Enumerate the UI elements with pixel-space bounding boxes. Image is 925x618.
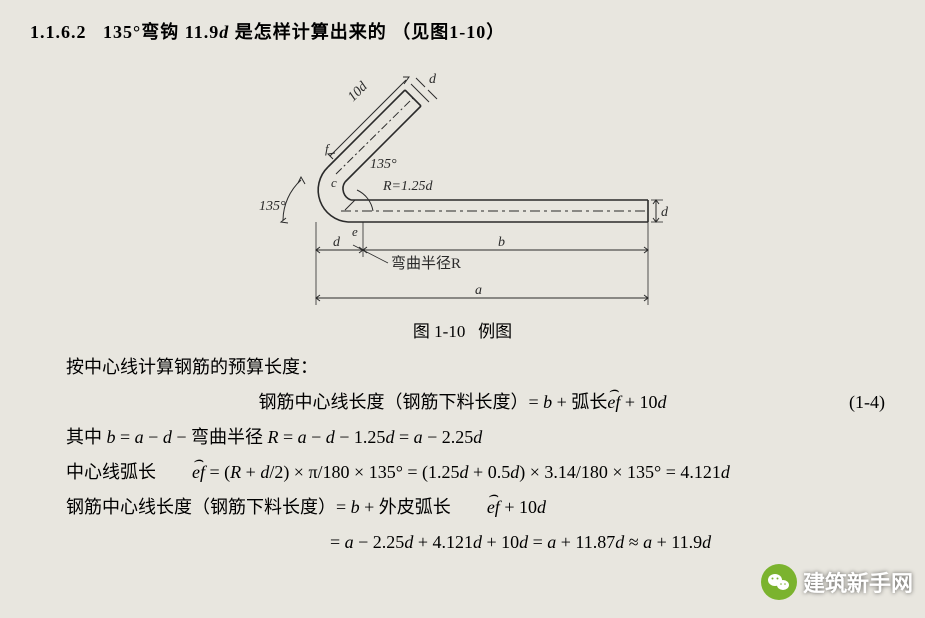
svg-text:d: d	[661, 205, 669, 220]
line-final2: = a − 2.25d + 4.121d + 10d = a + 11.87d …	[30, 525, 895, 560]
svg-text:e: e	[352, 224, 358, 239]
line-b-eq2: − 2.25	[423, 427, 474, 447]
formula-main-tail: + 10	[620, 392, 657, 412]
figure-container: 135° 135° R=1.25d c e f 10d	[30, 50, 895, 342]
line-arc-tail: ) × 3.14/180 × 135° = 4.121	[519, 462, 721, 482]
rebar-bend-diagram: 135° 135° R=1.25d c e f 10d	[253, 50, 673, 310]
svg-text:弯曲半径R: 弯曲半径R	[391, 255, 461, 272]
line-final-label: 钢筋中心线长度（钢筋下料长度）=	[66, 497, 351, 517]
svg-text:d: d	[333, 235, 341, 250]
formula-main: 钢筋中心线长度（钢筋下料长度）= b + 弧长ef + 10d (1-4)	[30, 385, 895, 420]
watermark-text: 建筑新手网	[803, 566, 913, 598]
line-final-tail: + 10	[500, 497, 537, 517]
svg-text:10d: 10d	[345, 79, 371, 105]
line-b-eq: − 1.25	[335, 427, 386, 447]
svg-text:c: c	[331, 175, 337, 190]
line-b-prefix: 其中	[66, 427, 107, 447]
svg-text:a: a	[475, 283, 482, 298]
svg-text:R=1.25d: R=1.25d	[382, 179, 433, 194]
intro-text: 按中心线计算钢筋的预算长度：	[66, 357, 318, 377]
section-title-ref: （见图1-10）	[392, 22, 505, 42]
svg-text:135°: 135°	[259, 199, 286, 214]
lf2-t1: + 11.87	[556, 532, 615, 552]
line-arc-prefix: 中心线弧长	[66, 462, 156, 482]
lf2-mid2: + 10	[482, 532, 519, 552]
section-title-2: 是怎样计算出来的	[229, 22, 387, 42]
svg-text:b: b	[498, 235, 505, 250]
watermark: 建筑新手网	[761, 564, 913, 600]
lf2-t2: + 11.9	[652, 532, 702, 552]
formula-main-label: 钢筋中心线长度（钢筋下料长度）=	[259, 392, 544, 412]
section-title-1: 135°弯钩 11.9	[103, 22, 219, 42]
line-arc-mid1: /2) × π/180 × 135° = (1.25	[269, 462, 459, 482]
figure-number: 图 1-10	[413, 322, 465, 341]
wechat-icon	[761, 564, 797, 600]
svg-text:d: d	[429, 72, 437, 87]
equation-number: (1-4)	[849, 385, 885, 420]
line-final: 钢筋中心线长度（钢筋下料长度）= b + 外皮弧长ef + 10d	[30, 490, 895, 525]
formula-main-rhs: + 弧长	[552, 392, 607, 412]
svg-text:135°: 135°	[370, 157, 397, 172]
figure-caption: 图 1-10 例图	[30, 317, 895, 342]
lf2-pre: − 2.25	[354, 532, 405, 552]
intro-line: 按中心线计算钢筋的预算长度：	[30, 350, 895, 385]
section-number: 1.1.6.2	[30, 22, 87, 42]
lf2-mid: + 4.121	[413, 532, 473, 552]
figure-caption-text: 例图	[478, 322, 512, 341]
section-heading: 1.1.6.2 135°弯钩 11.9d 是怎样计算出来的 （见图1-10）	[30, 18, 895, 44]
line-final-mid: + 外皮弧长	[360, 497, 451, 517]
